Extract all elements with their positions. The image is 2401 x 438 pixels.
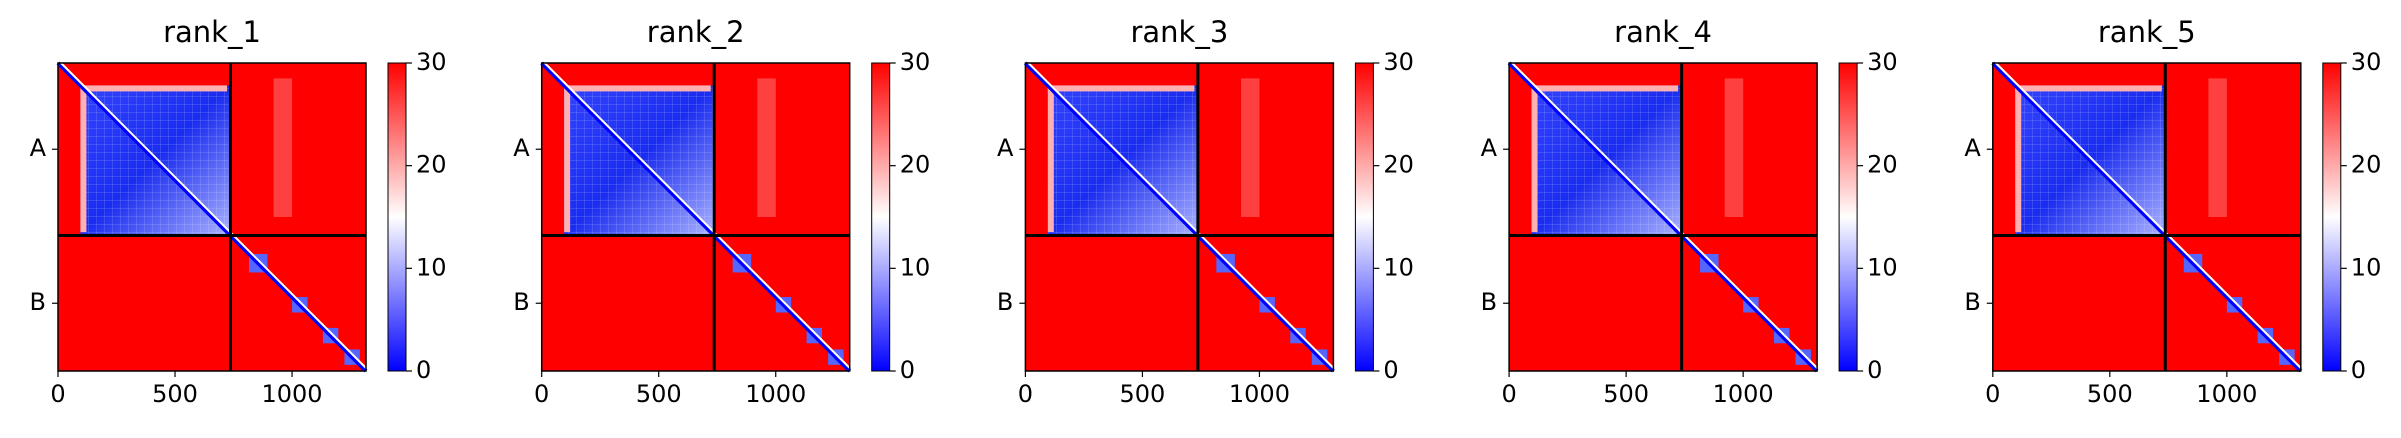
heatmap-diagonal-edge <box>1511 62 1818 369</box>
panel: rank_1 0 500 1000 A B 0 10 20 30 <box>30 15 447 408</box>
heatmap-a-strip <box>1047 85 1195 92</box>
heatmap-a-strip <box>2015 85 2022 233</box>
panel-title: rank_2 <box>647 15 745 49</box>
y-tick-label: B <box>1964 288 1980 316</box>
colorbar-tick-label: 0 <box>416 356 431 384</box>
heatmap-b-faint <box>2208 78 2227 218</box>
heatmap-frame <box>540 62 851 372</box>
panel-title: rank_4 <box>1614 15 1712 49</box>
colorbar <box>1354 62 1374 372</box>
colorbar-tick-label: 0 <box>1867 356 1882 384</box>
heatmap-frame <box>1992 62 2302 372</box>
colorbar-tick-label: 10 <box>2351 253 2382 281</box>
colorbar-tick-label: 20 <box>2351 151 2382 179</box>
heatmap-a-strip <box>564 85 571 233</box>
colorbar-tick-label: 30 <box>900 48 931 76</box>
colorbar-tick-label: 10 <box>1867 253 1898 281</box>
heatmap-diagonal <box>1507 61 1819 373</box>
colorbar <box>871 62 891 372</box>
colorbar-tick-label: 20 <box>416 151 447 179</box>
colorbar-tick-label: 10 <box>900 253 931 281</box>
heatmap-b-faint <box>757 78 776 218</box>
x-tick-label: 500 <box>636 380 682 408</box>
colorbar-tick-label: 10 <box>1383 253 1414 281</box>
x-tick-label: 1000 <box>2196 380 2257 408</box>
heatmap-b-faint <box>1724 78 1744 218</box>
heatmap-a-strip <box>80 85 87 233</box>
colorbar-tick-label: 30 <box>416 48 447 76</box>
x-tick-label: 0 <box>1501 380 1516 408</box>
y-tick-label: B <box>997 288 1013 316</box>
x-tick-label: 1000 <box>262 380 323 408</box>
heatmap-diagonal-edge <box>1995 62 2302 369</box>
heatmap-a-strip <box>1047 85 1054 233</box>
x-tick-label: 1000 <box>1229 380 1290 408</box>
heatmap-frame <box>1024 62 1335 372</box>
heatmap-diagonal <box>1023 61 1335 373</box>
colorbar <box>1838 62 1858 372</box>
panel-title: rank_5 <box>2098 15 2196 49</box>
y-tick-label: B <box>1481 288 1497 316</box>
heatmap-diagonal-edge <box>1027 62 1335 369</box>
y-tick-label: A <box>997 134 1014 162</box>
heatmap-diagonal <box>1991 61 2303 373</box>
x-tick-label: 1000 <box>745 380 806 408</box>
x-tick-label: 0 <box>50 380 65 408</box>
colorbar-tick-label: 20 <box>1867 151 1898 179</box>
x-tick-label: 500 <box>152 380 198 408</box>
panel: rank_4 0 500 1000 A B 0 10 20 30 <box>1481 15 1898 408</box>
x-tick-label: 0 <box>534 380 549 408</box>
y-tick-label: B <box>30 288 46 316</box>
x-tick-label: 500 <box>1603 380 1649 408</box>
heatmap-frame <box>57 62 367 372</box>
heatmap-frame <box>1508 62 1818 372</box>
x-tick-label: 0 <box>1018 380 1033 408</box>
colorbar-tick-label: 20 <box>1383 151 1414 179</box>
heatmap-a-strip <box>564 85 711 92</box>
panel: rank_2 0 500 1000 A B 0 10 20 30 <box>513 15 930 408</box>
panel: rank_3 0 500 1000 A B 0 10 20 30 <box>997 15 1414 408</box>
heatmap-a-strip <box>1531 85 1538 233</box>
y-tick-label: A <box>30 134 47 162</box>
heatmap-b-faint <box>273 78 293 218</box>
colorbar-tick-label: 10 <box>416 253 447 281</box>
panel-title: rank_3 <box>1130 15 1228 49</box>
colorbar <box>387 62 407 372</box>
heatmap-diagonal-edge <box>543 62 851 369</box>
colorbar-tick-label: 0 <box>2351 356 2366 384</box>
panel: rank_5 0 500 1000 A B 0 10 20 30 <box>1964 15 2381 408</box>
colorbar-tick-label: 30 <box>1867 48 1898 76</box>
y-tick-label: A <box>1964 134 1981 162</box>
heatmap-b-faint <box>1241 78 1260 218</box>
heatmap-diagonal <box>56 61 368 373</box>
heatmap-a-strip <box>2015 85 2162 92</box>
panel-title: rank_1 <box>163 15 261 49</box>
y-tick-label: B <box>513 288 529 316</box>
colorbar-tick-label: 30 <box>2351 48 2382 76</box>
heatmap-diagonal <box>540 61 852 373</box>
colorbar <box>2322 62 2342 372</box>
x-tick-label: 0 <box>1985 380 2000 408</box>
heatmap-a-strip <box>1531 85 1679 92</box>
heatmap-a-strip <box>80 85 228 92</box>
heatmap-diagonal-edge <box>60 62 367 369</box>
x-tick-label: 500 <box>1120 380 1166 408</box>
colorbar-tick-label: 20 <box>900 151 931 179</box>
colorbar-tick-label: 30 <box>1383 48 1414 76</box>
colorbar-tick-label: 0 <box>900 356 915 384</box>
x-tick-label: 1000 <box>1713 380 1774 408</box>
x-tick-label: 500 <box>2087 380 2133 408</box>
colorbar-tick-label: 0 <box>1383 356 1398 384</box>
y-tick-label: A <box>513 134 530 162</box>
y-tick-label: A <box>1481 134 1498 162</box>
